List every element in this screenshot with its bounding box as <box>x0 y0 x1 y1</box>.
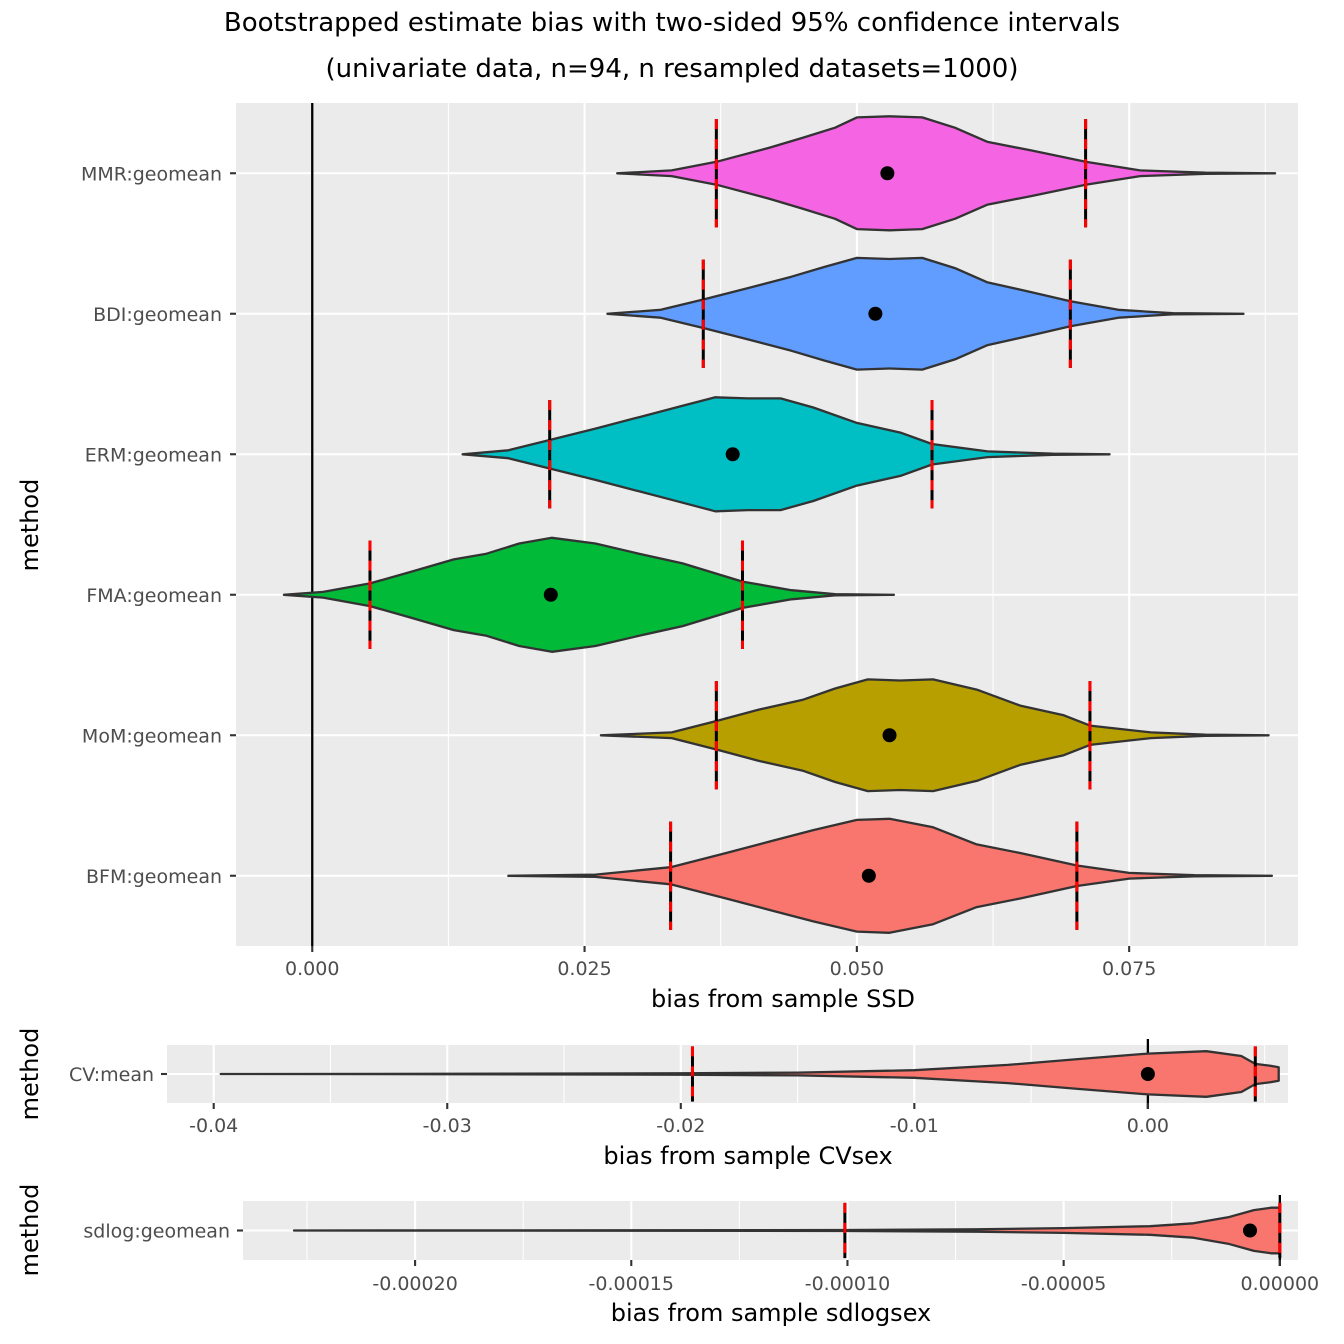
violin-bdi-geomean <box>606 256 1245 371</box>
mean-point <box>882 728 897 743</box>
mean-point <box>880 166 895 181</box>
panel-cvsex: CV:mean -0.04 -0.03 -0.02 -0.01 0.00 <box>69 1039 1288 1137</box>
violin-erm-geomean <box>461 396 1111 513</box>
mean-point <box>1243 1223 1258 1238</box>
x-tick-label: -0.00015 <box>589 1273 674 1295</box>
mean-point <box>725 447 740 462</box>
x-tick-label: -0.02 <box>656 1115 705 1137</box>
panel-background <box>236 103 1298 946</box>
chart-title: Bootstrapped estimate bias with two-side… <box>224 8 1120 38</box>
x-tick-label: 0.00 <box>1127 1115 1169 1137</box>
y-axis-title-cvsex: method <box>16 1028 44 1121</box>
y-tick-label: FMA:geomean <box>86 585 222 607</box>
x-tick-label: -0.00005 <box>1021 1273 1106 1295</box>
y-axis-title-sdlogsex: method <box>16 1184 44 1277</box>
mean-point <box>1140 1067 1155 1081</box>
violin-mom-geomean <box>599 678 1270 793</box>
x-tick-label: 0.025 <box>557 958 611 980</box>
x-tick-label: -0.04 <box>189 1115 238 1137</box>
violin-mmr-geomean <box>616 115 1277 232</box>
x-tick-label: -0.00010 <box>805 1273 890 1295</box>
violin-bfm-geomean <box>507 817 1274 934</box>
mean-point <box>861 868 876 883</box>
x-tick-label: 0.00000 <box>1241 1273 1320 1295</box>
y-tick-label: sdlog:geomean <box>83 1221 230 1243</box>
x-tick-label: -0.01 <box>890 1115 939 1137</box>
x-axis-title-ssd: bias from sample SSD <box>651 985 915 1013</box>
x-tick-label: 0.075 <box>1102 958 1156 980</box>
x-tick-label: 0.050 <box>830 958 884 980</box>
x-tick-label: -0.00020 <box>372 1273 457 1295</box>
chart-subtitle: (univariate data, n=94, n resampled data… <box>325 54 1018 84</box>
mean-point <box>543 587 558 602</box>
panel-ssd: MMR:geomean BDI:geomean ERM:geomean FMA:geo… <box>81 103 1298 980</box>
violin-fma-geomean <box>282 536 896 653</box>
y-axis-title-ssd: method <box>16 479 44 572</box>
x-tick-label: -0.03 <box>423 1115 472 1137</box>
y-tick-label: MoM:geomean <box>82 725 222 747</box>
panel-sdlogsex: sdlog:geomean -0.00020 -0.00015 -0.00010 -0.… <box>83 1195 1319 1295</box>
mean-point <box>868 306 883 321</box>
x-tick-label: 0.000 <box>285 958 339 980</box>
y-tick-label: BDI:geomean <box>93 304 222 326</box>
y-tick-label: ERM:geomean <box>85 444 222 466</box>
x-axis-title-sdlogsex: bias from sample sdlogsex <box>611 1299 931 1327</box>
y-tick-label: BFM:geomean <box>86 866 222 888</box>
y-tick-label: MMR:geomean <box>81 163 222 185</box>
x-axis-title-cvsex: bias from sample CVsex <box>603 1142 892 1170</box>
y-tick-label: CV:mean <box>69 1064 154 1086</box>
violin-cv-mean <box>219 1050 1280 1098</box>
